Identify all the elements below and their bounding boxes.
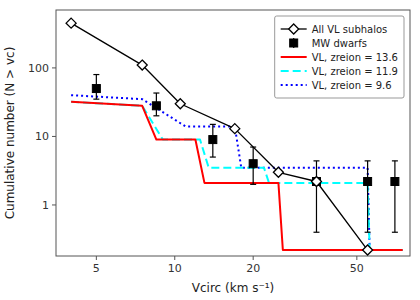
legend-label: VL, zreion = 11.9 xyxy=(312,66,398,77)
error-bar-cap xyxy=(210,156,216,157)
error-bar xyxy=(313,161,319,232)
y-tick-label: 10 xyxy=(35,130,49,143)
x-tick-label: 5 xyxy=(93,262,100,275)
x-tick-label: 50 xyxy=(350,262,364,275)
error-bar-cap xyxy=(365,160,371,161)
error-bar-cap xyxy=(210,124,216,125)
y-tick xyxy=(52,136,56,137)
data-point xyxy=(175,99,185,109)
plot-area xyxy=(66,18,403,255)
error-bar-cap xyxy=(313,232,319,233)
series-line xyxy=(71,102,403,250)
x-tick xyxy=(356,256,357,260)
legend-label: VL, zreion = 9.6 xyxy=(312,80,392,91)
error-bar-cap xyxy=(392,160,398,161)
error-bar xyxy=(93,75,99,100)
series-line xyxy=(71,102,403,250)
data-point xyxy=(137,60,147,70)
series-line xyxy=(71,95,403,250)
error-bar xyxy=(153,93,159,116)
x-tick xyxy=(174,256,175,260)
error-bar-cap xyxy=(392,232,398,233)
error-bar-cap xyxy=(365,232,371,233)
error-bar xyxy=(365,161,371,232)
legend: All VL subhalos MW dwarfs VL, zreion = 13.… xyxy=(275,16,404,98)
data-point xyxy=(66,18,76,28)
legend-box xyxy=(275,16,404,98)
legend-marker xyxy=(289,24,299,34)
legend-marker xyxy=(290,39,298,47)
error-bar xyxy=(210,124,216,157)
legend-item: VL, zreion = 11.9 xyxy=(281,66,398,77)
legend-item: VL, zreion = 13.6 xyxy=(281,52,398,63)
error-bar-stem xyxy=(394,161,395,232)
data-point xyxy=(249,160,257,168)
legend-line xyxy=(281,56,307,58)
x-tick xyxy=(253,256,254,260)
legend-label: MW dwarfs xyxy=(312,38,367,49)
data-point xyxy=(152,102,160,110)
legend-item: All VL subhalos xyxy=(281,24,388,35)
error-bar-cap xyxy=(153,92,159,93)
error-bar-cap xyxy=(93,99,99,100)
legend-line xyxy=(281,84,307,86)
error-bar xyxy=(392,161,398,232)
error-bar-cap xyxy=(250,184,256,185)
data-point xyxy=(230,124,240,134)
legend-item: VL, zreion = 9.6 xyxy=(281,80,392,91)
chart: 5 10 20 50 1 10 100 Vcirc (km s⁻¹) Cumulative nu… xyxy=(0,0,420,300)
x-tick xyxy=(96,256,97,260)
error-bar-cap xyxy=(313,160,319,161)
y-tick-label: 100 xyxy=(28,62,49,75)
y-axis-label: Cumulative number (N > vc) xyxy=(3,47,17,220)
legend-label: VL, zreion = 13.6 xyxy=(312,52,398,63)
data-point xyxy=(273,167,283,177)
data-point xyxy=(92,85,100,93)
y-tick-label: 1 xyxy=(42,199,49,212)
x-tick-label: 20 xyxy=(246,262,260,275)
plot-frame xyxy=(56,10,410,256)
x-tick-label: 10 xyxy=(168,262,182,275)
legend-item: MW dwarfs xyxy=(290,38,367,49)
data-point xyxy=(209,136,217,144)
data-point xyxy=(363,245,373,255)
legend-line xyxy=(281,70,307,72)
error-bar-stem xyxy=(367,161,368,232)
y-tick xyxy=(52,204,56,205)
data-point xyxy=(364,178,372,186)
x-axis-label: Vcirc (km s⁻¹) xyxy=(192,281,274,295)
y-tick xyxy=(52,67,56,68)
data-point xyxy=(311,177,321,187)
data-point xyxy=(391,178,399,186)
data-point xyxy=(312,178,320,186)
error-bar-cap xyxy=(93,74,99,75)
error-bar-stem xyxy=(316,161,317,232)
legend-label: All VL subhalos xyxy=(312,24,388,35)
error-bar-cap xyxy=(153,115,159,116)
